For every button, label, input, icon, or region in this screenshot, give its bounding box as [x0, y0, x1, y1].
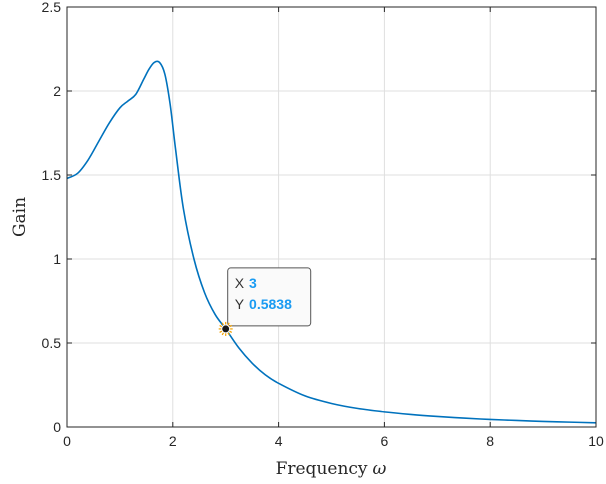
y-tick-label: 0: [53, 419, 61, 435]
plot-box: [66, 6, 597, 428]
datatip-y-label: Y: [235, 296, 245, 312]
x-tick-label: 0: [63, 433, 71, 449]
datatip-y-row: Y 0.5838: [235, 296, 292, 312]
y-axis-label: Gain: [10, 197, 30, 237]
y-tick-label: 1: [53, 251, 61, 267]
datatip-box: [227, 267, 312, 327]
x-tick-label: 6: [381, 433, 389, 449]
y-tick-label: 1.5: [42, 167, 62, 183]
datatip[interactable]: X 3Y 0.5838: [218, 267, 312, 336]
x-tick-label: 8: [486, 433, 494, 449]
datatip-x-value: 3: [249, 275, 257, 291]
gain-curve: [66, 60, 597, 424]
plot-background: [67, 7, 596, 427]
ticks: [66, 6, 597, 428]
x-axis-label-symbol: ω: [373, 459, 387, 479]
x-tick-label: 10: [588, 433, 604, 449]
x-axis-label-text: Frequency: [276, 459, 368, 479]
x-axis-label: Frequency ω: [276, 459, 387, 479]
datatip-marker[interactable]: [221, 324, 231, 334]
x-tick-label: 4: [275, 433, 283, 449]
datatip-y-value: 0.5838: [249, 296, 292, 312]
tick-labels: 0 2 4 6 8 10 0 0.5 1 1.5 2 2.5: [42, 0, 604, 449]
plot-line-group: [66, 60, 597, 424]
y-tick-label: 2: [53, 83, 61, 99]
x-tick-label: 2: [169, 433, 177, 449]
datatip-x-label: X: [235, 275, 245, 291]
y-tick-label: 0.5: [42, 335, 62, 351]
y-tick-label: 2.5: [42, 0, 62, 15]
